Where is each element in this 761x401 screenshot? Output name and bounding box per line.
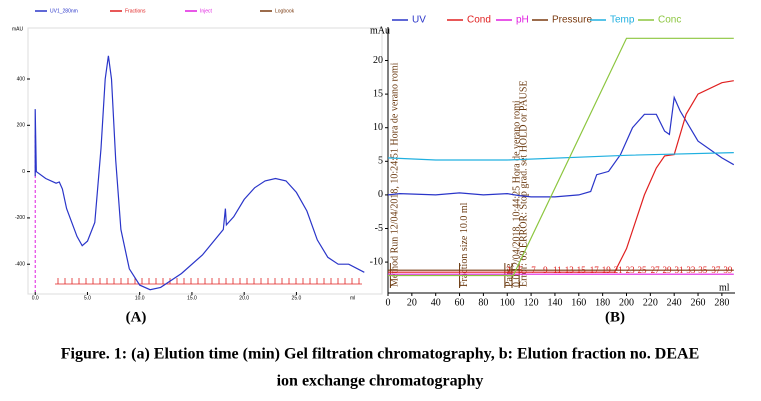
y-tick-label: 0 — [22, 169, 25, 175]
x-tick-label: 25.0 — [292, 295, 302, 301]
y-tick-label: -200 — [15, 215, 25, 221]
x-tick-label: 280 — [714, 297, 729, 308]
legend-label: Fractions — [125, 8, 146, 14]
series-line — [34, 55, 365, 291]
x-tick-label: 80 — [478, 297, 488, 308]
y-tick-label: -5 — [375, 223, 383, 234]
annotation: Method Run 12/04/2018, 10:24:51 Hora de … — [390, 62, 401, 287]
x-tick-label: 240 — [667, 297, 682, 308]
series-line — [387, 152, 734, 161]
legend-label: Cond — [467, 15, 491, 26]
x-tick-label: 220 — [643, 297, 658, 308]
annotation: Error: 69 ERROR: Stop grad. set HOLD or … — [518, 80, 529, 287]
x-tick-label: 10.0 — [135, 295, 145, 301]
panel-label: (B) — [605, 309, 625, 325]
x-axis-label: ml — [350, 295, 355, 301]
x-tick-label: 0 — [386, 297, 391, 308]
legend-label: Logbook — [275, 8, 295, 14]
annotation: Fraction size 10.0 ml — [459, 202, 470, 287]
x-tick-label: 20 — [407, 297, 417, 308]
y-tick-label: 200 — [17, 123, 26, 129]
caption: ion exchange chromatography — [277, 373, 484, 390]
y-axis-label: mAu — [370, 25, 390, 36]
legend-label: Inject — [200, 8, 213, 14]
x-tick-label: 200 — [619, 297, 634, 308]
x-tick-label: 60 — [455, 297, 465, 308]
y-tick-label: 0 — [378, 189, 383, 200]
y-tick-label: 15 — [373, 88, 383, 99]
legend-label: Temp — [610, 15, 635, 26]
x-tick-label: 40 — [431, 297, 441, 308]
x-tick-label: 260 — [691, 297, 706, 308]
y-tick-label: 10 — [373, 122, 383, 133]
x-axis-label: ml — [719, 282, 730, 293]
series-line — [388, 37, 734, 277]
x-tick-label: 20.0 — [239, 295, 249, 301]
y-tick-label: 400 — [17, 76, 26, 82]
x-tick-label: 180 — [595, 297, 610, 308]
panel-a-frame — [27, 27, 383, 295]
y-axis-label: mAU — [12, 26, 24, 32]
panel-label: (A) — [126, 309, 147, 325]
x-tick-label: 140 — [547, 297, 562, 308]
y-tick-label: -10 — [370, 256, 383, 267]
annotation: 0.0 12/04/2018, 10:44:25 Hora de verano … — [511, 100, 522, 287]
y-tick-label: 20 — [373, 55, 383, 66]
x-tick-label: 160 — [571, 297, 586, 308]
y-tick-label: -400 — [15, 262, 25, 268]
legend-label: UV1_280nm — [50, 8, 78, 14]
y-tick-label: 5 — [378, 156, 383, 167]
x-tick-label: 0.0 — [32, 295, 39, 301]
legend-label: UV — [412, 15, 426, 26]
x-tick-label: 5.0 — [84, 295, 91, 301]
x-tick-label: 15.0 — [187, 295, 197, 301]
x-tick-label: 100 — [500, 297, 515, 308]
x-tick-label: 120 — [524, 297, 539, 308]
caption: Figure. 1: (a) Elution time (min) Gel fi… — [61, 346, 700, 363]
legend-label: Conc — [658, 15, 681, 26]
legend-label: Pressure — [552, 15, 592, 26]
legend-label: pH — [516, 15, 529, 26]
series-line — [387, 95, 735, 198]
series-line — [388, 80, 734, 273]
